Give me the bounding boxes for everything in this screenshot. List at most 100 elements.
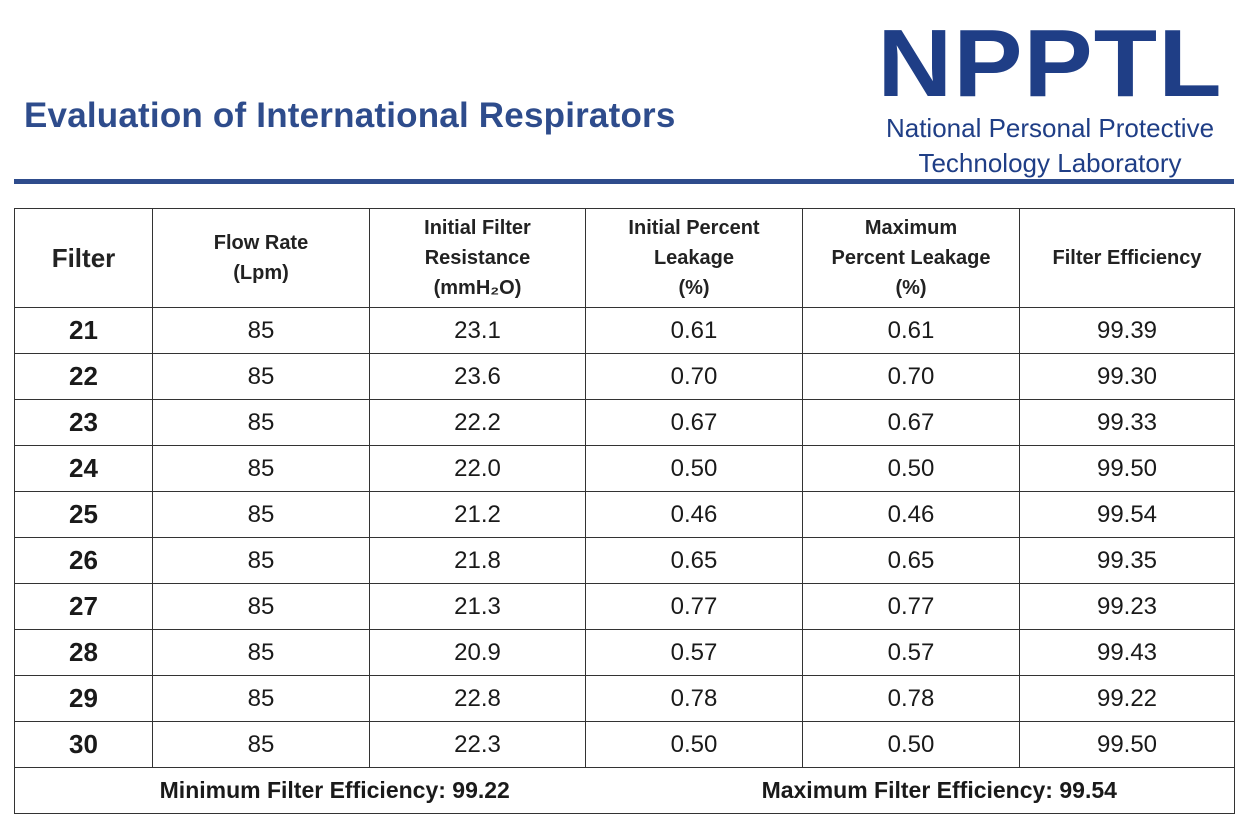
initial-leakage-cell: 0.61	[585, 307, 803, 354]
max-leakage-cell: 0.50	[802, 721, 1020, 768]
flow-rate-cell: 85	[152, 445, 370, 492]
initial-resistance-cell: 21.2	[369, 491, 586, 538]
flow-rate-cell: 85	[152, 537, 370, 584]
page-title: Evaluation of International Respirators	[24, 96, 676, 135]
table-row: 21 85 23.1 0.61 0.61 99.39	[14, 307, 1235, 354]
header-line: Initial Percent	[628, 217, 760, 239]
header-line: Initial Filter	[424, 217, 531, 239]
table-row: 29 85 22.8 0.78 0.78 99.22	[14, 675, 1235, 722]
initial-leakage-cell: 0.78	[585, 675, 803, 722]
header-line: Flow Rate	[213, 232, 309, 254]
filter-efficiency-cell: 99.23	[1019, 583, 1235, 630]
initial-resistance-cell: 22.8	[369, 675, 586, 722]
filter-id-cell: 29	[14, 675, 153, 722]
max-efficiency: Maximum Filter Efficiency: 99.54	[761, 777, 1117, 803]
flow-rate-cell: 85	[152, 353, 370, 400]
flow-rate-cell: 85	[152, 629, 370, 676]
header-line: Filter	[51, 243, 116, 273]
summary-cell: Minimum Filter Efficiency: 99.22 Maximum…	[14, 767, 1235, 814]
filter-id-cell: 24	[14, 445, 153, 492]
table-header-row: Filter Flow Rate (Lpm) Initial Filter Resist…	[14, 208, 1235, 308]
min-efficiency: Minimum Filter Efficiency: 99.22	[159, 777, 510, 803]
initial-resistance-cell: 20.9	[369, 629, 586, 676]
flow-rate-cell: 85	[152, 675, 370, 722]
initial-leakage-cell: 0.50	[585, 445, 803, 492]
table-row: 23 85 22.2 0.67 0.67 99.33	[14, 399, 1235, 446]
filter-id-cell: 30	[14, 721, 153, 768]
header-line: (%)	[678, 277, 710, 299]
header-line: Percent Leakage	[831, 247, 991, 269]
results-table: Filter Flow Rate (Lpm) Initial Filter Resist…	[14, 208, 1235, 814]
initial-leakage-cell: 0.46	[585, 491, 803, 538]
filter-efficiency-cell: 99.33	[1019, 399, 1235, 446]
header-line: (mmH₂O)	[433, 277, 522, 299]
initial-resistance-cell: 21.8	[369, 537, 586, 584]
filter-id-cell: 25	[14, 491, 153, 538]
table-row: 24 85 22.0 0.50 0.50 99.50	[14, 445, 1235, 492]
header-divider	[14, 179, 1234, 184]
initial-leakage-cell: 0.65	[585, 537, 803, 584]
header-max-leakage: Maximum Percent Leakage (%)	[802, 208, 1020, 308]
max-leakage-cell: 0.46	[802, 491, 1020, 538]
header-flow-rate: Flow Rate (Lpm)	[152, 208, 370, 308]
header-line: (Lpm)	[233, 262, 289, 284]
initial-resistance-cell: 22.3	[369, 721, 586, 768]
flow-rate-cell: 85	[152, 583, 370, 630]
filter-efficiency-cell: 99.50	[1019, 721, 1235, 768]
filter-efficiency-cell: 99.54	[1019, 491, 1235, 538]
filter-id-cell: 23	[14, 399, 153, 446]
header-initial-leakage: Initial Percent Leakage (%)	[585, 208, 803, 308]
table-row: 28 85 20.9 0.57 0.57 99.43	[14, 629, 1235, 676]
initial-resistance-cell: 22.2	[369, 399, 586, 446]
filter-id-cell: 27	[14, 583, 153, 630]
table-row: 30 85 22.3 0.50 0.50 99.50	[14, 721, 1235, 768]
logo-line-1: National Personal Protective	[885, 113, 1215, 143]
header-line: (%)	[895, 277, 927, 299]
table-row: 26 85 21.8 0.65 0.65 99.35	[14, 537, 1235, 584]
header-line: Filter Efficiency	[1052, 247, 1202, 269]
filter-id-cell: 22	[14, 353, 153, 400]
max-leakage-cell: 0.78	[802, 675, 1020, 722]
table-row: 27 85 21.3 0.77 0.77 99.23	[14, 583, 1235, 630]
initial-leakage-cell: 0.77	[585, 583, 803, 630]
summary-row: Minimum Filter Efficiency: 99.22 Maximum…	[14, 767, 1235, 814]
filter-efficiency-cell: 99.35	[1019, 537, 1235, 584]
header-line: Resistance	[424, 247, 531, 269]
logo-acronym: NPPTL	[877, 10, 1223, 117]
header-line: Leakage	[653, 247, 735, 269]
initial-resistance-cell: 21.3	[369, 583, 586, 630]
filter-efficiency-cell: 99.43	[1019, 629, 1235, 676]
logo-line-2: Technology Laboratory	[918, 148, 1182, 178]
max-leakage-cell: 0.70	[802, 353, 1020, 400]
initial-leakage-cell: 0.67	[585, 399, 803, 446]
filter-id-cell: 26	[14, 537, 153, 584]
filter-efficiency-cell: 99.50	[1019, 445, 1235, 492]
flow-rate-cell: 85	[152, 491, 370, 538]
filter-id-cell: 28	[14, 629, 153, 676]
filter-efficiency-cell: 99.22	[1019, 675, 1235, 722]
header-filter-efficiency: Filter Efficiency	[1019, 208, 1235, 308]
initial-resistance-cell: 23.6	[369, 353, 586, 400]
max-leakage-cell: 0.50	[802, 445, 1020, 492]
filter-id-cell: 21	[14, 307, 153, 354]
initial-leakage-cell: 0.50	[585, 721, 803, 768]
flow-rate-cell: 85	[152, 721, 370, 768]
max-leakage-cell: 0.77	[802, 583, 1020, 630]
max-leakage-cell: 0.57	[802, 629, 1020, 676]
initial-resistance-cell: 23.1	[369, 307, 586, 354]
table-row: 25 85 21.2 0.46 0.46 99.54	[14, 491, 1235, 538]
header-initial-resistance: Initial Filter Resistance (mmH₂O)	[369, 208, 586, 308]
filter-efficiency-cell: 99.39	[1019, 307, 1235, 354]
flow-rate-cell: 85	[152, 307, 370, 354]
max-leakage-cell: 0.61	[802, 307, 1020, 354]
table-row: 22 85 23.6 0.70 0.70 99.30	[14, 353, 1235, 400]
filter-efficiency-cell: 99.30	[1019, 353, 1235, 400]
header-line: Maximum	[864, 217, 958, 239]
max-leakage-cell: 0.67	[802, 399, 1020, 446]
max-leakage-cell: 0.65	[802, 537, 1020, 584]
header-filter: Filter	[14, 208, 153, 308]
initial-resistance-cell: 22.0	[369, 445, 586, 492]
initial-leakage-cell: 0.70	[585, 353, 803, 400]
npptl-logo: NPPTL National Personal Protective Techn…	[877, 16, 1221, 180]
flow-rate-cell: 85	[152, 399, 370, 446]
